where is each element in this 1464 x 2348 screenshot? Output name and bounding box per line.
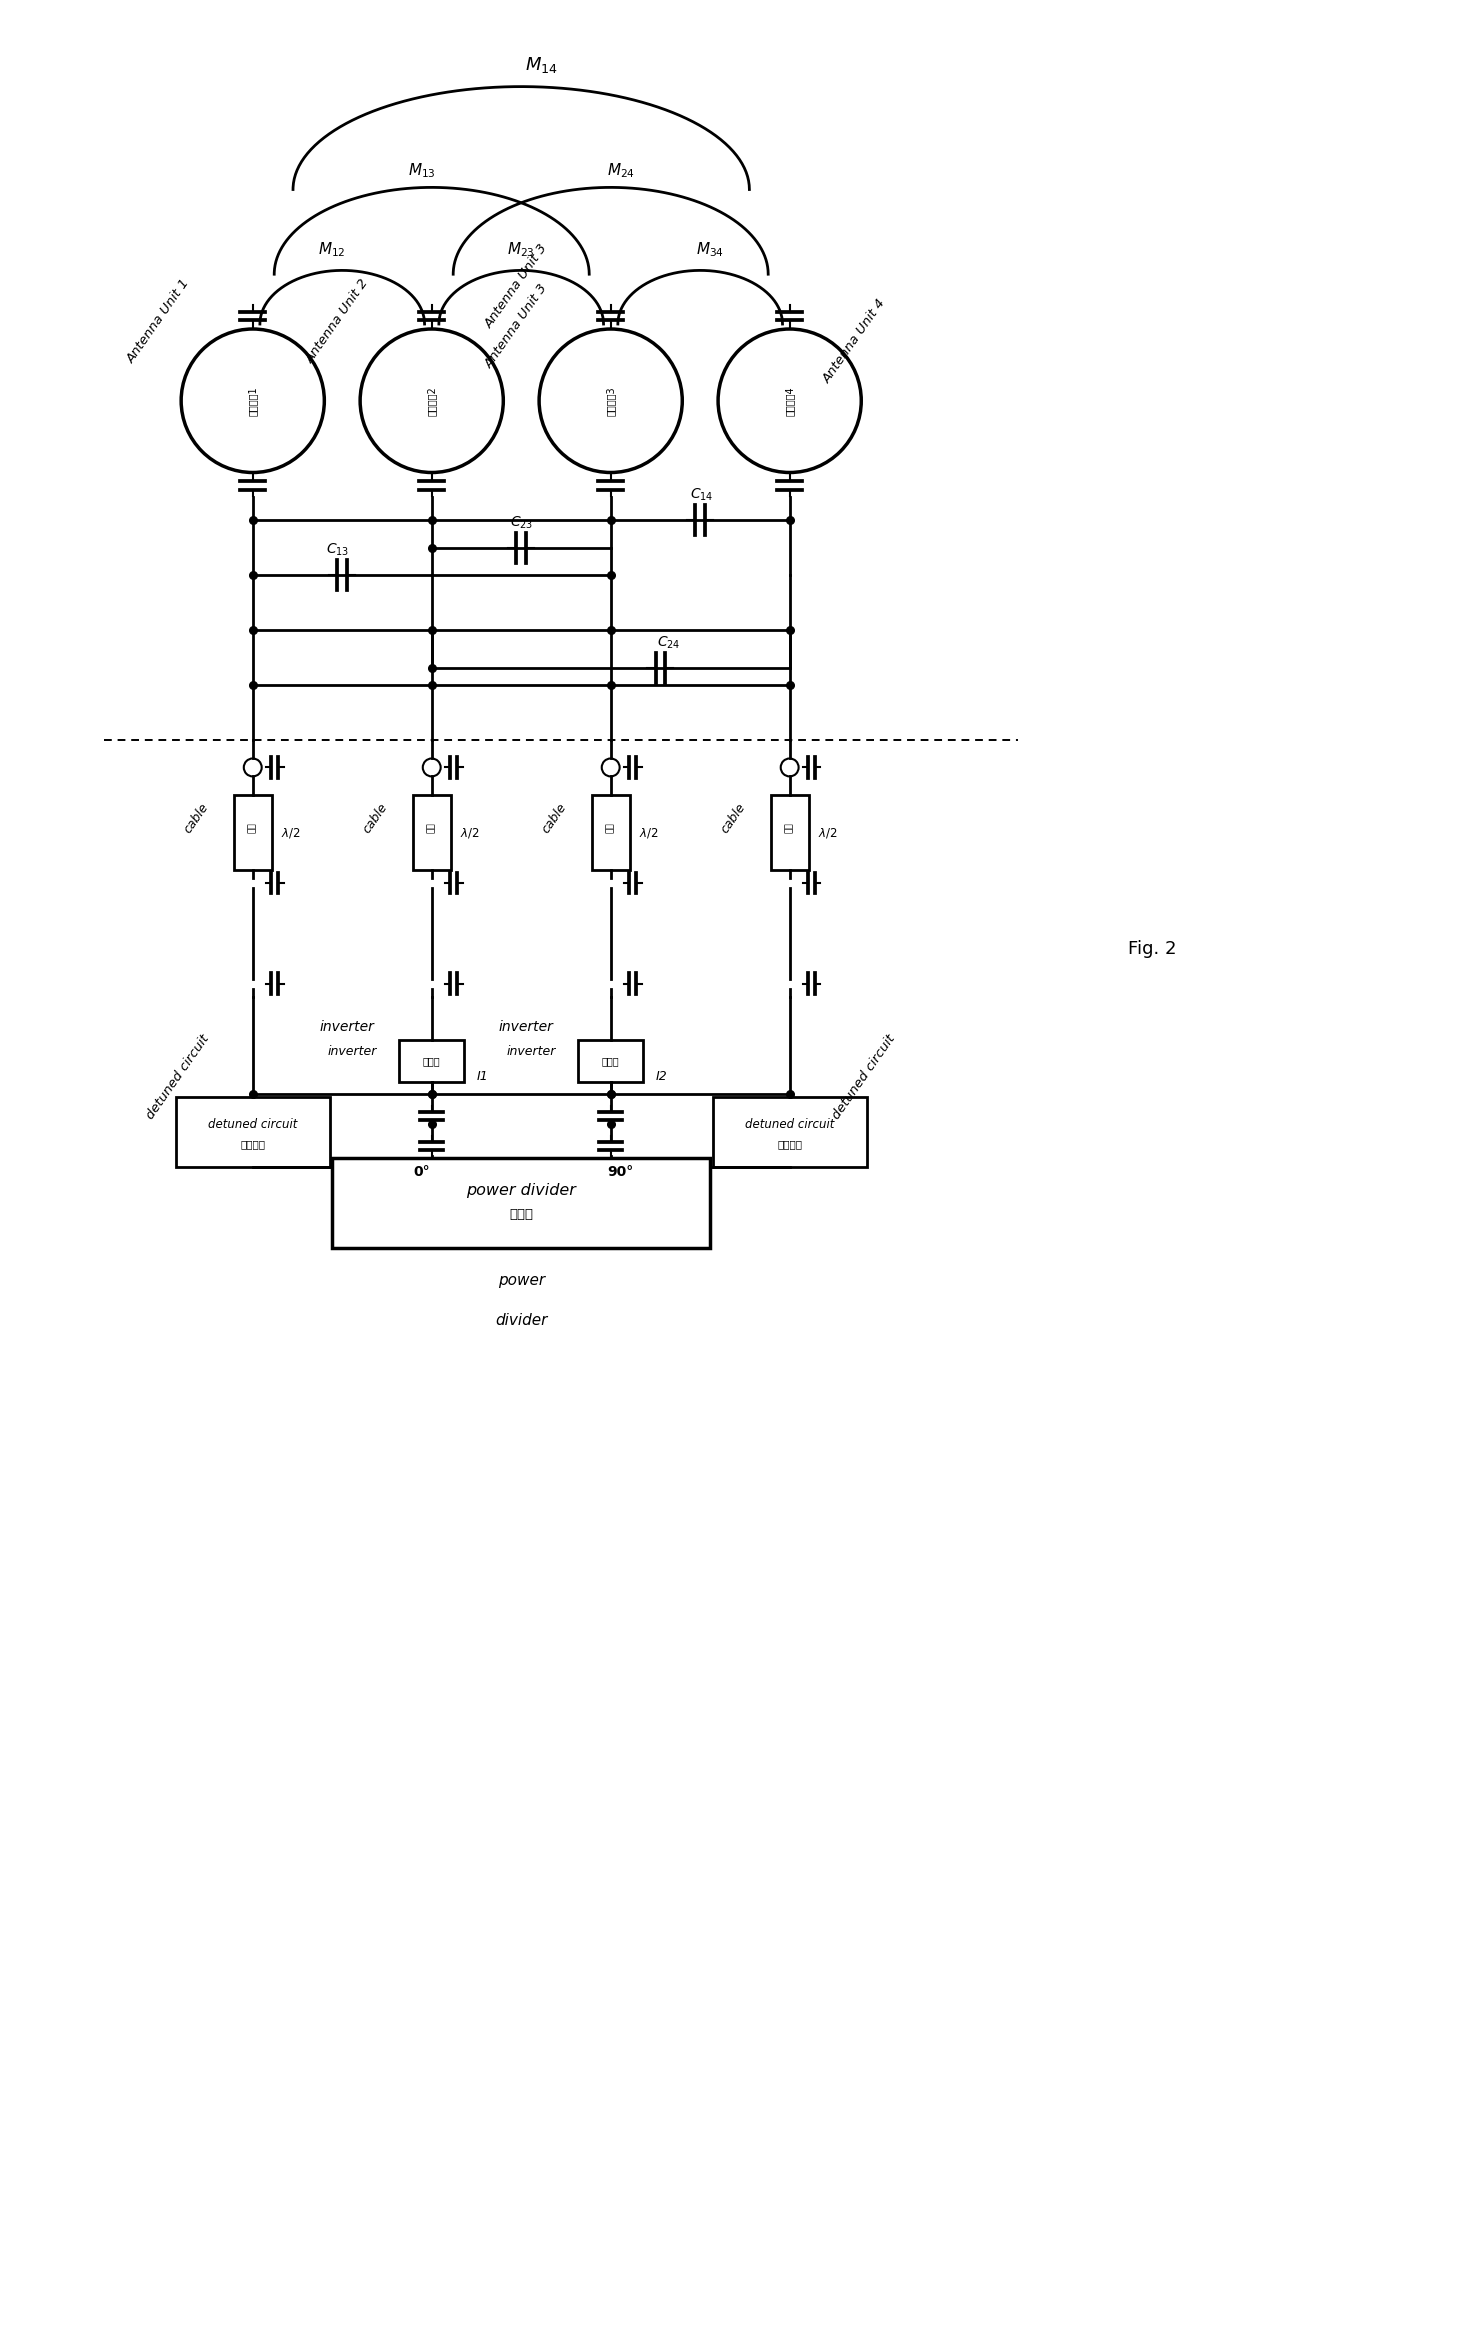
Text: $M_{34}$: $M_{34}$ (695, 239, 725, 258)
Text: inverter: inverter (328, 1045, 378, 1059)
Text: 电缆: 电缆 (606, 822, 615, 834)
Text: Antenna Unit 1: Antenna Unit 1 (124, 277, 192, 366)
Text: 电缆: 电缆 (785, 822, 793, 834)
Bar (176, 1097, 329, 1167)
Bar (713, 1097, 867, 1167)
Text: $M_{14}$: $M_{14}$ (524, 54, 558, 75)
Text: I2: I2 (656, 1071, 668, 1082)
Text: detuned circuit: detuned circuit (143, 1033, 212, 1122)
Bar (591, 796, 630, 871)
Text: Antenna Unit 3: Antenna Unit 3 (482, 282, 550, 371)
Bar (770, 796, 808, 871)
Text: cable: cable (717, 801, 748, 836)
Text: cable: cable (360, 801, 389, 836)
Text: $C_{24}$: $C_{24}$ (657, 634, 681, 650)
Text: 反相器: 反相器 (602, 1057, 619, 1066)
Text: Antenna Unit 4: Antenna Unit 4 (820, 296, 889, 385)
Text: inverter: inverter (319, 1019, 373, 1033)
Text: $\lambda/2$: $\lambda/2$ (638, 826, 657, 841)
Text: 反相器: 反相器 (423, 1057, 441, 1066)
Bar (332, 1158, 710, 1247)
Text: 天线单兴3: 天线单兴3 (606, 385, 616, 416)
Text: $M_{12}$: $M_{12}$ (319, 239, 346, 258)
Text: power: power (498, 1273, 545, 1287)
Text: cable: cable (182, 801, 211, 836)
Text: inverter: inverter (507, 1045, 556, 1059)
Text: 失谐电路: 失谐电路 (777, 1139, 802, 1148)
Text: Antenna Unit 2: Antenna Unit 2 (303, 277, 372, 366)
Text: $C_{13}$: $C_{13}$ (325, 542, 348, 559)
Bar (400, 1040, 464, 1082)
Bar (234, 796, 272, 871)
Text: cable: cable (539, 801, 569, 836)
Text: 功分器: 功分器 (509, 1209, 533, 1221)
Text: I1: I1 (476, 1071, 488, 1082)
Text: $M_{24}$: $M_{24}$ (606, 162, 635, 178)
Text: $C_{14}$: $C_{14}$ (691, 486, 714, 502)
Text: power divider: power divider (466, 1183, 577, 1197)
Text: inverter: inverter (498, 1019, 553, 1033)
Text: $\lambda/2$: $\lambda/2$ (817, 826, 837, 841)
Text: Antenna Unit 3: Antenna Unit 3 (482, 242, 550, 331)
Text: detuned circuit: detuned circuit (745, 1118, 834, 1132)
Text: divider: divider (495, 1313, 548, 1327)
Bar (413, 796, 451, 871)
Text: 0°: 0° (413, 1165, 430, 1179)
Text: 电缆: 电缆 (249, 822, 258, 834)
Text: 90°: 90° (608, 1165, 634, 1179)
Text: 失谐电路: 失谐电路 (240, 1139, 265, 1148)
Text: Fig. 2: Fig. 2 (1127, 939, 1176, 958)
Text: detuned circuit: detuned circuit (208, 1118, 297, 1132)
Text: 天线单兴1: 天线单兴1 (247, 385, 258, 416)
Text: 天线单兴4: 天线单兴4 (785, 385, 795, 416)
Text: $\lambda/2$: $\lambda/2$ (281, 826, 300, 841)
Text: $M_{23}$: $M_{23}$ (508, 239, 536, 258)
Bar (578, 1040, 643, 1082)
Text: $\lambda/2$: $\lambda/2$ (460, 826, 479, 841)
Text: 天线单兴2: 天线单兴2 (426, 385, 436, 416)
Text: $C_{23}$: $C_{23}$ (509, 514, 533, 531)
Text: $M_{13}$: $M_{13}$ (408, 162, 436, 178)
Text: detuned circuit: detuned circuit (830, 1033, 899, 1122)
Text: 电缆: 电缆 (427, 822, 436, 834)
